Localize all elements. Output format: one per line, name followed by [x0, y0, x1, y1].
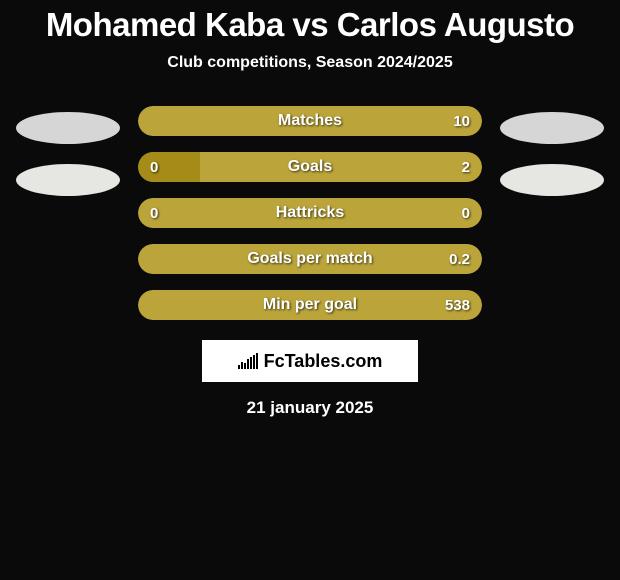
stat-value-right: 0 — [462, 198, 470, 228]
stat-value-right: 0.2 — [449, 244, 470, 274]
player-avatar — [16, 164, 120, 196]
stat-bar: 00Hattricks — [138, 198, 482, 228]
stat-bar-fill-right — [138, 106, 482, 136]
stat-value-right: 2 — [462, 152, 470, 182]
bar-chart-icon — [238, 353, 258, 369]
source-logo: FcTables.com — [202, 340, 418, 382]
player-avatar — [16, 112, 120, 144]
avatar-column-left — [8, 106, 128, 196]
stat-bar-fill-right — [138, 198, 482, 228]
stat-bar: 538Min per goal — [138, 290, 482, 320]
stat-bar-fill-right — [138, 244, 482, 274]
stat-bar: 0.2Goals per match — [138, 244, 482, 274]
comparison-main: 10Matches02Goals00Hattricks0.2Goals per … — [0, 106, 620, 320]
stat-bar-fill-right — [138, 290, 482, 320]
logo-text: FcTables.com — [264, 351, 383, 372]
subtitle: Club competitions, Season 2024/2025 — [167, 54, 452, 72]
stat-value-right: 10 — [453, 106, 470, 136]
stat-value-right: 538 — [445, 290, 470, 320]
stat-bar: 02Goals — [138, 152, 482, 182]
date-label: 21 january 2025 — [247, 398, 374, 418]
comparison-bars: 10Matches02Goals00Hattricks0.2Goals per … — [128, 106, 492, 320]
stat-value-left: 0 — [150, 198, 158, 228]
avatar-column-right — [492, 106, 612, 196]
stat-bar-fill-left — [138, 152, 200, 182]
stat-value-left: 0 — [150, 152, 158, 182]
player-avatar — [500, 112, 604, 144]
page-title: Mohamed Kaba vs Carlos Augusto — [46, 6, 574, 44]
player-avatar — [500, 164, 604, 196]
comparison-card: Mohamed Kaba vs Carlos Augusto Club comp… — [0, 0, 620, 580]
stat-bar: 10Matches — [138, 106, 482, 136]
